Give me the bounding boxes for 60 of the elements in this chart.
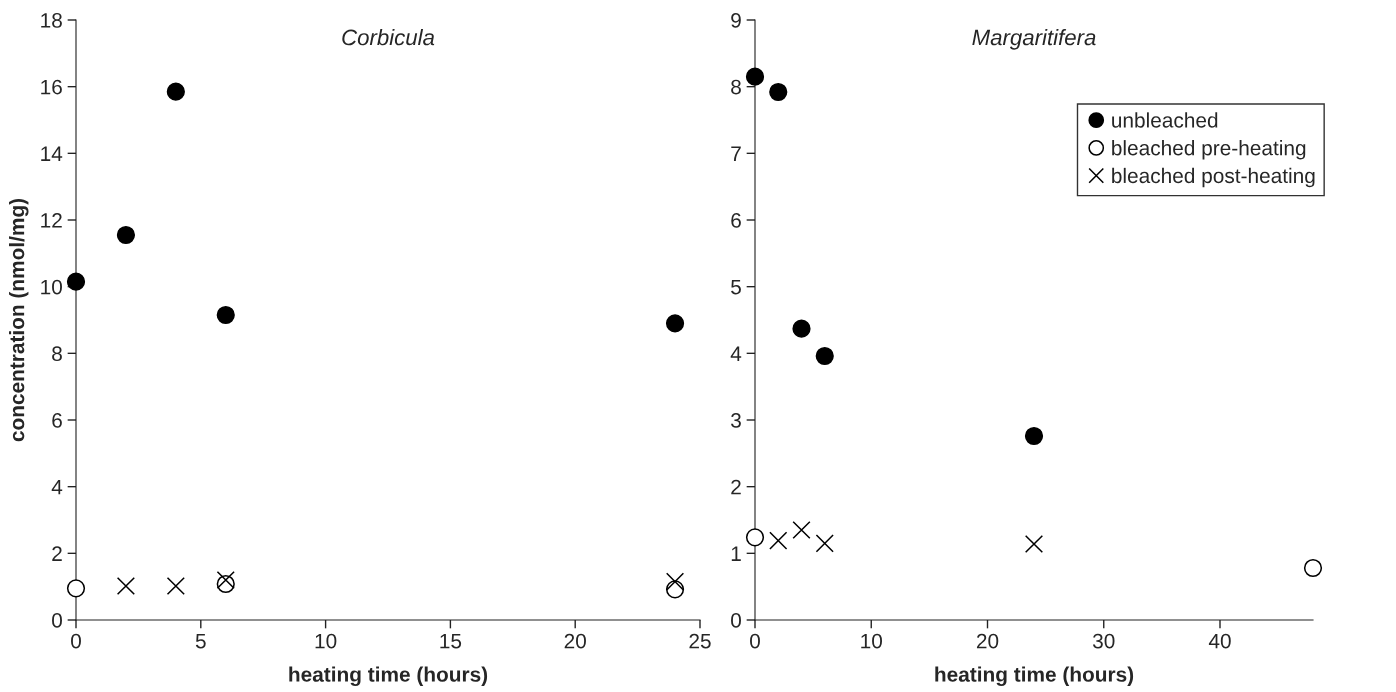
chart-title: Corbicula	[342, 29, 435, 46]
y-tick-label: 0	[52, 613, 62, 628]
x-tick-label: 40	[1208, 633, 1231, 649]
y-tick-label: 2	[731, 479, 741, 495]
point	[769, 531, 788, 550]
y-tick-label: 0	[731, 613, 741, 628]
point	[66, 272, 86, 291]
legend-label: bleached post-heating	[1112, 167, 1315, 188]
legend-label: bleached pre-heating	[1112, 140, 1306, 160]
point	[792, 319, 811, 338]
y-tick-label: 16	[41, 79, 62, 95]
y-axis-title: concentration (nmol/mg)	[9, 198, 29, 442]
y-tick-label: 5	[731, 279, 741, 295]
x-tick-label: 15	[440, 633, 462, 649]
x-tick-label: 5	[195, 633, 206, 649]
point	[815, 346, 834, 366]
point	[216, 305, 235, 325]
x-tick-label: 20	[976, 633, 999, 649]
x-tick-label: 20	[564, 633, 586, 649]
y-tick-label: 7	[731, 146, 741, 161]
y-tick-label: 8	[731, 79, 741, 95]
x-tick-label: 10	[315, 633, 337, 649]
y-tick-label: 12	[41, 213, 62, 228]
point	[665, 314, 685, 333]
y-tick-label: 2	[52, 546, 62, 561]
y-tick-label: 1	[731, 546, 741, 561]
y-tick-label: 18	[41, 13, 62, 28]
point	[216, 570, 235, 590]
point	[769, 82, 788, 102]
x-tick-label: 30	[1092, 633, 1115, 649]
x-tick-label: 0	[750, 633, 760, 649]
legend-label: unbleached	[1112, 112, 1218, 128]
point	[815, 534, 834, 553]
point	[1024, 534, 1044, 554]
y-tick-label: 9	[731, 13, 741, 28]
chart-title: Margaritifera	[972, 29, 1096, 50]
y-tick-label: 4	[51, 479, 63, 495]
x-tick-label: 10	[861, 633, 883, 649]
point	[166, 82, 185, 101]
x-axis-title: heating time (hours)	[289, 666, 488, 687]
y-tick-label: 6	[731, 213, 741, 228]
point	[166, 576, 185, 596]
y-tick-label: 14	[41, 146, 63, 161]
point	[1024, 426, 1044, 446]
x-tick-label: 0	[71, 633, 81, 649]
point	[745, 67, 765, 86]
point	[792, 520, 811, 540]
y-tick-label: 8	[52, 346, 62, 362]
x-tick-label: 25	[689, 633, 711, 649]
point	[66, 579, 86, 598]
y-tick-label: 4	[730, 346, 742, 361]
y-tick-label: 3	[731, 413, 741, 428]
point	[665, 572, 685, 591]
point	[116, 225, 136, 245]
x-axis-title: heating time (hours)	[935, 666, 1134, 687]
point	[116, 576, 136, 596]
point	[745, 528, 765, 547]
y-tick-label: 6	[52, 413, 62, 428]
y-tick-label: 10	[41, 279, 62, 295]
point	[1303, 558, 1323, 578]
